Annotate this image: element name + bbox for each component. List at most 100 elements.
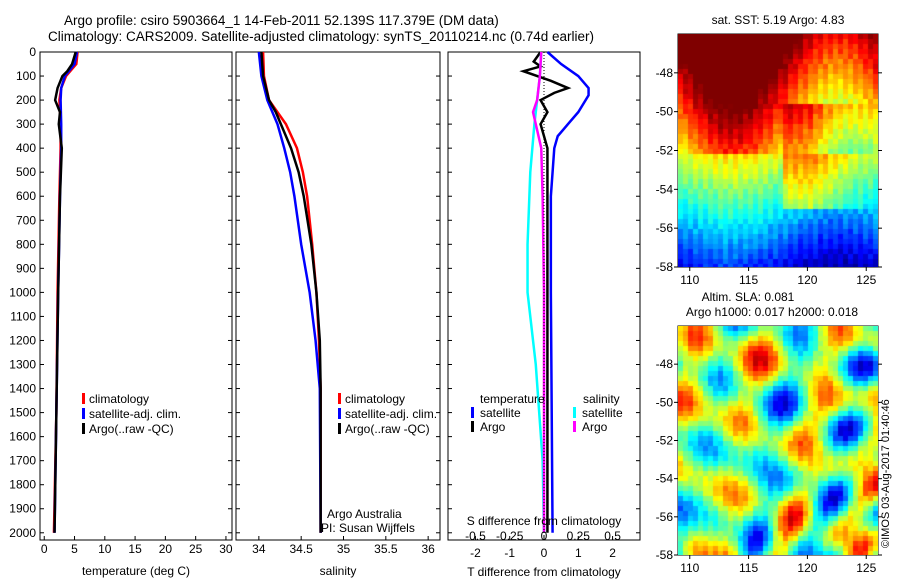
y-tick-label: 100 [16, 69, 36, 83]
sla-heatmap [678, 326, 878, 555]
annotation: Argo Australia [327, 507, 402, 521]
y-tick-label: 2000 [9, 526, 36, 540]
legend-label: climatology [89, 392, 149, 406]
y-tick-label: 1200 [9, 333, 36, 347]
y-tick-label: 800 [16, 237, 36, 251]
y-tick-label: 1300 [9, 358, 36, 372]
legend-label: Argo(..raw -QC) [89, 422, 174, 436]
x-tick-label: 0 [41, 542, 48, 556]
x-tick-label: 35.5 [374, 542, 398, 556]
y-tick-label: -50 [656, 395, 674, 409]
legend-title: temperature [480, 392, 545, 406]
y-tick-label: 1000 [9, 285, 36, 299]
x-tick-label: 1 [575, 546, 582, 560]
y-tick-label: 1100 [10, 309, 36, 323]
y-tick-label: -54 [656, 182, 674, 196]
legend-label: Argo(..raw -QC) [345, 422, 430, 436]
s-tick-label: 0.25 [567, 529, 591, 543]
y-tick-label: -54 [656, 472, 674, 486]
sst-map-title: sat. SST: 5.19 Argo: 4.83 [712, 13, 845, 27]
legend-title: salinity [583, 392, 620, 406]
x-tick-label: 34.5 [289, 542, 313, 556]
y-tick-label: 1900 [9, 502, 36, 516]
x-tick-label: 125 [856, 273, 876, 287]
legend-swatch [573, 421, 576, 432]
y-tick-label: 600 [16, 189, 36, 203]
legend-label: Argo [480, 420, 506, 434]
y-tick-label: 700 [16, 213, 36, 227]
x-axis-label: T difference from climatology [467, 565, 621, 579]
legend-swatch [82, 393, 85, 404]
series-argo-raw-qc- [53, 51, 77, 533]
title-line1: Argo profile: csiro 5903664_1 14-Feb-201… [64, 13, 499, 28]
legend-swatch [471, 421, 474, 432]
legend-label: Argo [582, 420, 608, 434]
title-line2: Climatology: CARS2009. Satellite-adjuste… [48, 29, 595, 44]
x-tick-label: 125 [856, 561, 876, 575]
y-tick-label: -48 [656, 66, 674, 80]
legend-swatch [338, 408, 341, 419]
y-tick-label: 900 [16, 261, 36, 275]
s-tick-label: -0.25 [496, 529, 524, 543]
x-tick-label: 36 [421, 542, 435, 556]
y-tick-label: -50 [656, 105, 674, 119]
x-tick-label: 15 [128, 542, 142, 556]
y-tick-label: 1500 [9, 406, 36, 420]
x-tick-label: 34 [252, 542, 266, 556]
y-tick-label: -48 [656, 357, 674, 371]
s-tick-label: -0.5 [465, 529, 486, 543]
series-argo-raw-qc- [260, 51, 322, 533]
legend-swatch [82, 408, 85, 419]
legend-swatch [338, 423, 341, 434]
x-tick-label: 120 [797, 561, 817, 575]
s-axis-label: S difference from climatology [467, 514, 622, 528]
y-tick-label: -52 [656, 434, 674, 448]
y-tick-label: 1400 [9, 382, 36, 396]
x-tick-label: 10 [98, 542, 112, 556]
sla-map-subtitle: Argo h1000: 0.017 h2000: 0.018 [686, 305, 858, 319]
legend-label: satellite-adj. clim. [345, 407, 437, 421]
y-tick-label: 0 [29, 45, 36, 59]
plot-frame-salinity [235, 51, 441, 541]
y-tick-label: -56 [656, 510, 674, 524]
y-tick-label: 300 [16, 117, 36, 131]
sla-map-title: Altim. SLA: 0.081 [702, 290, 795, 304]
y-tick-label: 1800 [9, 478, 36, 492]
x-tick-label: 25 [189, 542, 203, 556]
x-tick-label: 110 [680, 273, 699, 287]
x-tick-label: 0 [541, 546, 548, 560]
x-tick-label: 115 [739, 561, 758, 575]
x-tick-label: -2 [470, 546, 481, 560]
legend-label: satellite [480, 406, 521, 420]
x-tick-label: 2 [609, 546, 616, 560]
legend-swatch [338, 393, 341, 404]
x-tick-label: -1 [504, 546, 515, 560]
s-tick-label: 0 [541, 529, 548, 543]
series-t-satellite [546, 51, 590, 533]
series-s-argo [531, 51, 546, 533]
sst-heatmap [678, 34, 878, 267]
y-tick-label: -58 [656, 548, 674, 562]
y-tick-label: 1700 [9, 454, 36, 468]
x-tick-label: 120 [797, 273, 817, 287]
x-tick-label: 20 [159, 542, 173, 556]
legend-label: climatology [345, 392, 405, 406]
x-axis-label: temperature (deg C) [82, 564, 190, 578]
series-satellite-adj-clim- [257, 51, 322, 533]
legend-label: satellite [582, 406, 623, 420]
series-t-argo [519, 51, 572, 533]
x-tick-label: 30 [219, 542, 233, 556]
x-tick-label: 35 [337, 542, 351, 556]
x-tick-label: 5 [71, 542, 78, 556]
x-tick-label: 115 [739, 273, 758, 287]
legend-swatch [573, 407, 576, 418]
y-tick-label: 500 [16, 165, 36, 179]
legend-swatch [82, 423, 85, 434]
series-climatology [261, 51, 322, 533]
s-tick-label: 0.5 [604, 529, 621, 543]
y-tick-label: 200 [16, 93, 36, 107]
y-tick-label: 400 [16, 141, 36, 155]
y-tick-label: -56 [656, 221, 674, 235]
legend-label: satellite-adj. clim. [89, 407, 181, 421]
